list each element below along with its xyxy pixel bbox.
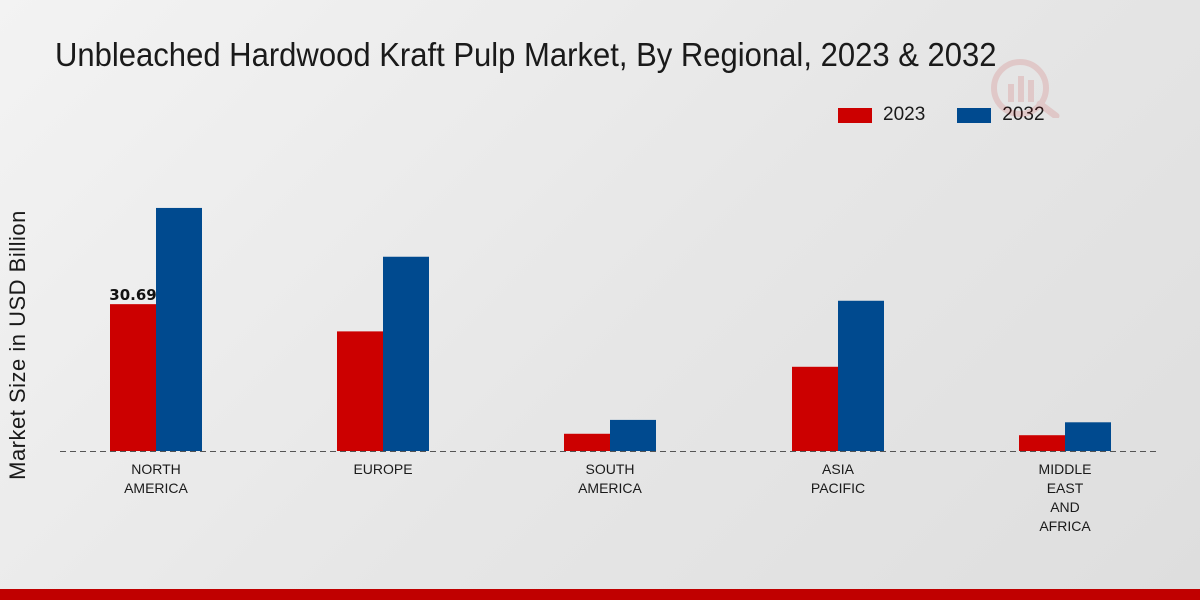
bar-2032-0 bbox=[156, 207, 202, 451]
bar-2032-4 bbox=[1065, 422, 1111, 451]
data-label-0: 30.69 bbox=[109, 286, 156, 304]
bar-2032-2 bbox=[610, 419, 656, 451]
x-tick-label-1: EUROPE bbox=[353, 461, 412, 477]
watermark-logo bbox=[991, 59, 1060, 118]
legend-label-2023: 2023 bbox=[883, 104, 926, 125]
x-tick-label-0: NORTH AMERICA bbox=[124, 461, 188, 496]
chart-title: Unbleached Hardwood Kraft Pulp Market, B… bbox=[55, 36, 997, 73]
legend-swatch-2032 bbox=[957, 107, 992, 123]
legend-swatch-2023 bbox=[838, 107, 872, 123]
legend-item-2032: 2032 bbox=[957, 104, 1045, 126]
bar-2032-1 bbox=[383, 256, 429, 451]
bar-2023-4 bbox=[1019, 435, 1065, 451]
bar-2023-2 bbox=[564, 433, 610, 451]
legend-label-2032: 2032 bbox=[1002, 104, 1045, 125]
x-tick-label-3: ASIA PACIFIC bbox=[811, 461, 865, 496]
legend: 2023 2032 bbox=[838, 104, 1077, 126]
bar-2023-3 bbox=[792, 366, 838, 451]
legend-item-2023: 2023 bbox=[838, 104, 925, 126]
bar-2023-0 bbox=[110, 304, 156, 451]
bar-2032-3 bbox=[838, 300, 884, 451]
footer-bar bbox=[0, 589, 1200, 600]
x-tick-label-4: MIDDLE EAST AND AFRICA bbox=[1039, 461, 1092, 534]
x-tick-label-2: SOUTH AMERICA bbox=[578, 461, 642, 496]
bar-2023-1 bbox=[337, 331, 383, 451]
